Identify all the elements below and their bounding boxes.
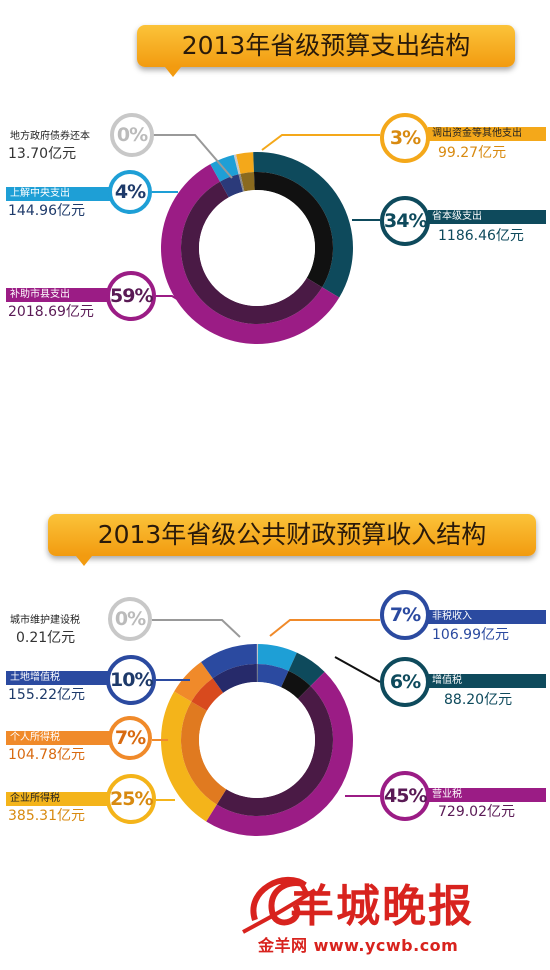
donut-slice-outer-3 [161, 691, 217, 822]
badge-land-value-tax: 10% [106, 655, 156, 705]
amount-land-value-tax: 155.22亿元 [8, 687, 85, 703]
donut-slice-outer-4 [174, 661, 213, 702]
revenue-chart-title: 2013年省级公共财政预算收入结构 [48, 514, 536, 566]
donut-slice-inner-3 [181, 701, 227, 805]
amount-central-remittance: 144.96亿元 [8, 203, 85, 219]
label-county-subsidy: 补助市县支出 [6, 288, 110, 302]
donut-slice-outer-5 [201, 644, 257, 679]
label-urban-maintenance-tax: 城市维护建设税 [10, 615, 80, 626]
donut-slice-inner-5 [212, 664, 257, 693]
badge-personal-income-tax: 7% [108, 716, 152, 760]
donut-slice-inner-6 [256, 664, 258, 683]
amount-personal-income-tax: 104.78亿元 [8, 747, 85, 763]
donut-slice-inner-1 [253, 172, 333, 288]
donut-slice-outer-1 [288, 652, 325, 687]
leader-line-2 [156, 295, 183, 303]
donut-hole [199, 190, 315, 306]
donut-slice-outer-6 [256, 644, 259, 665]
amount-corporate-income-tax: 385.31亿元 [8, 808, 85, 824]
label-provincial-expenditure: 省本级支出 [428, 210, 546, 224]
label-central-remittance: 上解中央支出 [6, 187, 110, 201]
badge-debt-repayment: 0% [110, 113, 154, 157]
donut-slice-outer-2 [206, 671, 353, 836]
amount-debt-repayment: 13.70亿元 [8, 146, 77, 162]
amount-county-subsidy: 2018.69亿元 [8, 304, 94, 320]
badge-corporate-income-tax: 25% [106, 774, 156, 824]
leader-line-0 [152, 134, 233, 179]
revenue-donut [161, 644, 353, 836]
leader-line-9 [269, 619, 380, 637]
donut-slice-inner-4 [191, 678, 224, 711]
amount-other-expenditure: 99.27亿元 [438, 145, 507, 161]
amount-urban-maintenance-tax: 0.21亿元 [16, 630, 76, 646]
badge-provincial-expenditure: 34% [380, 196, 430, 246]
donut-slice-outer-4 [233, 154, 241, 175]
leader-line-3 [261, 134, 380, 151]
donut-hole [199, 682, 315, 798]
donut-slice-inner-4 [238, 173, 245, 192]
badge-urban-maintenance-tax: 0% [108, 597, 152, 641]
donut-slice-inner-0 [240, 172, 255, 192]
amount-non-tax-revenue: 106.99亿元 [432, 627, 509, 643]
badge-county-subsidy: 59% [106, 271, 156, 321]
leader-line-5 [152, 619, 241, 638]
donut-slice-outer-0 [236, 152, 254, 174]
label-other-expenditure: 调出资金等其他支出 [428, 127, 546, 141]
amount-business-tax: 729.02亿元 [438, 804, 515, 820]
label-vat: 增值税 [428, 674, 546, 688]
donut-slice-inner-3 [220, 174, 243, 198]
donut-slice-outer-0 [257, 644, 297, 671]
label-corporate-income-tax: 企业所得税 [6, 792, 110, 806]
leader-line-10 [334, 656, 381, 683]
amount-provincial-expenditure: 1186.46亿元 [438, 228, 524, 244]
donut-slice-inner-2 [216, 686, 333, 816]
label-debt-repayment: 地方政府债券还本 [10, 131, 90, 142]
badge-vat: 6% [380, 657, 430, 707]
label-land-value-tax: 土地增值税 [6, 671, 110, 685]
label-personal-income-tax: 个人所得税 [6, 731, 110, 745]
donut-slice-outer-1 [253, 152, 354, 298]
expenditure-chart-title: 2013年省级预算支出结构 [137, 25, 515, 77]
newspaper-logo-swoosh [242, 877, 317, 934]
donut-slice-inner-0 [257, 664, 289, 688]
amount-vat: 88.20亿元 [444, 692, 513, 708]
label-non-tax-revenue: 非税收入 [428, 610, 546, 624]
expenditure-donut [161, 152, 354, 344]
badge-other-expenditure: 3% [380, 113, 430, 163]
newspaper-logo-text: 羊城晚报 [290, 881, 474, 932]
badge-business-tax: 45% [380, 771, 430, 821]
badge-central-remittance: 4% [108, 170, 152, 214]
leader-lines [152, 134, 381, 801]
badge-non-tax-revenue: 7% [380, 590, 430, 640]
donut-slice-inner-1 [281, 670, 311, 699]
label-business-tax: 营业税 [428, 788, 546, 802]
site-url[interactable]: 金羊网 www.ycwb.com [258, 936, 459, 955]
